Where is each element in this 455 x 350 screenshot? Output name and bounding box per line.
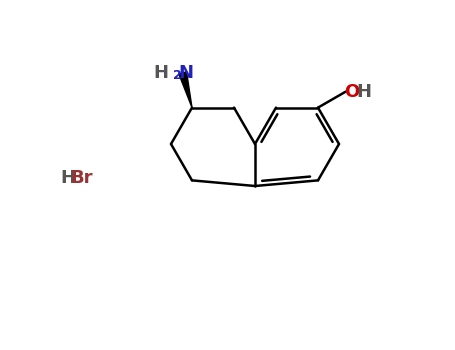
Text: Br: Br <box>71 169 93 187</box>
Text: H: H <box>61 169 76 187</box>
Text: O: O <box>344 83 359 101</box>
Text: H: H <box>154 64 169 82</box>
Text: H: H <box>356 83 371 101</box>
Polygon shape <box>179 72 192 108</box>
Text: 2: 2 <box>173 69 182 82</box>
Text: N: N <box>178 64 193 82</box>
